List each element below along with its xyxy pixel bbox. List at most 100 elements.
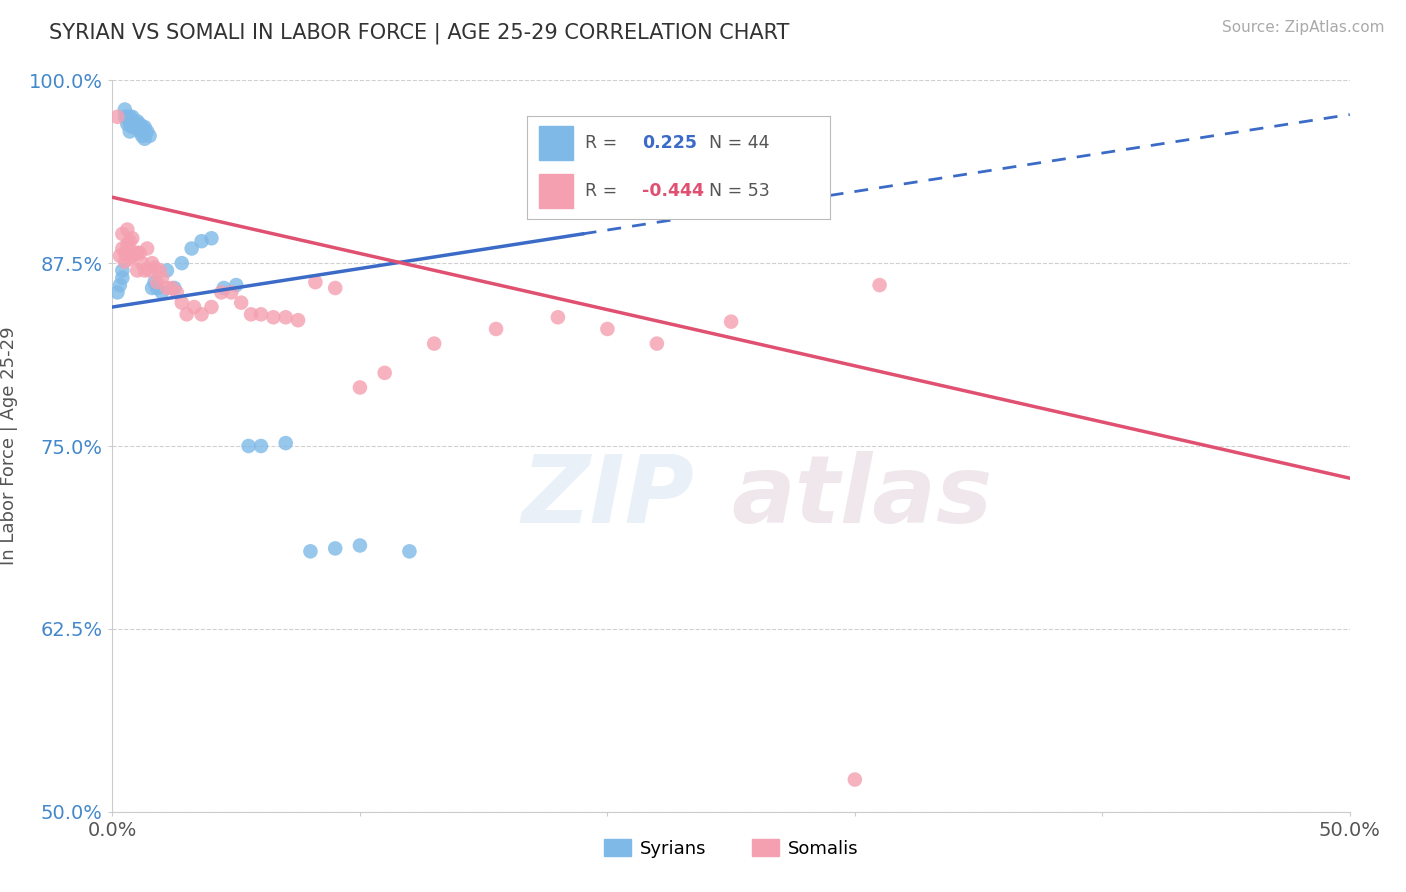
Point: [111, 242, 134, 256]
Point: [547, 310, 569, 325]
Point: [107, 285, 129, 300]
Point: [180, 242, 202, 256]
Text: atlas: atlas: [731, 451, 993, 543]
Point: [645, 336, 668, 351]
Point: [127, 246, 149, 260]
Point: [287, 313, 309, 327]
Point: [209, 285, 232, 300]
Text: ZIP: ZIP: [522, 451, 695, 543]
Point: [231, 295, 253, 310]
Point: [138, 128, 160, 143]
Point: [127, 263, 149, 277]
Point: [118, 117, 141, 131]
Point: [118, 110, 141, 124]
Point: [250, 439, 273, 453]
Point: [869, 278, 891, 293]
Point: [160, 281, 183, 295]
Point: [156, 263, 179, 277]
Text: N = 44: N = 44: [709, 134, 769, 152]
Point: [423, 336, 446, 351]
Y-axis label: In Labor Force | Age 25-29: In Labor Force | Age 25-29: [0, 326, 18, 566]
Point: [127, 120, 149, 134]
Point: [128, 117, 150, 131]
Point: [107, 110, 129, 124]
Point: [212, 281, 235, 295]
Text: SYRIAN VS SOMALI IN LABOR FORCE | AGE 25-29 CORRELATION CHART: SYRIAN VS SOMALI IN LABOR FORCE | AGE 25…: [49, 22, 790, 44]
Point: [323, 541, 346, 556]
Point: [111, 270, 134, 285]
Point: [299, 544, 322, 558]
Point: [134, 263, 156, 277]
Point: [274, 436, 297, 450]
Point: [114, 254, 136, 268]
Text: 0.225: 0.225: [643, 134, 697, 152]
Point: [274, 310, 297, 325]
Bar: [540, 175, 572, 208]
Point: [114, 103, 136, 117]
Bar: [540, 126, 572, 160]
Point: [143, 260, 166, 275]
Point: [131, 256, 153, 270]
Point: [117, 110, 139, 124]
Point: [262, 310, 284, 325]
Point: [127, 114, 149, 128]
Text: R =: R =: [585, 134, 617, 152]
Point: [398, 544, 420, 558]
Point: [134, 132, 156, 146]
Point: [118, 124, 141, 138]
Point: [118, 252, 141, 266]
Point: [374, 366, 396, 380]
Point: [190, 307, 212, 321]
Point: [176, 307, 198, 321]
Point: [225, 278, 247, 293]
Point: [170, 256, 193, 270]
Point: [141, 256, 163, 270]
Point: [150, 285, 173, 300]
Point: [183, 300, 205, 314]
Point: [111, 263, 134, 277]
Point: [148, 263, 170, 277]
Point: [146, 281, 169, 295]
Point: [121, 231, 143, 245]
Point: [136, 124, 159, 138]
Point: [117, 222, 139, 236]
Point: [720, 315, 742, 329]
Point: [121, 120, 143, 134]
Point: [141, 281, 163, 295]
Point: [238, 439, 260, 453]
Point: [170, 295, 193, 310]
Text: N = 53: N = 53: [709, 182, 769, 200]
Point: [121, 249, 143, 263]
Point: [323, 281, 346, 295]
Point: [124, 117, 146, 131]
Point: [150, 270, 173, 285]
Point: [108, 278, 131, 293]
Point: [190, 234, 212, 248]
Point: [131, 128, 153, 143]
Text: -0.444: -0.444: [643, 182, 704, 200]
Point: [219, 285, 242, 300]
Point: [124, 246, 146, 260]
Point: [240, 307, 263, 321]
Point: [131, 120, 153, 134]
Point: [143, 275, 166, 289]
Point: [128, 246, 150, 260]
Point: [156, 281, 179, 295]
Point: [200, 300, 222, 314]
Point: [596, 322, 619, 336]
Point: [114, 110, 136, 124]
Point: [163, 281, 186, 295]
Point: [114, 246, 136, 260]
Point: [117, 117, 139, 131]
Point: [117, 237, 139, 252]
Point: [136, 242, 159, 256]
Point: [304, 275, 326, 289]
Point: [166, 285, 188, 300]
Point: [111, 227, 134, 241]
Point: [128, 124, 150, 138]
Point: [108, 249, 131, 263]
Point: [844, 772, 866, 787]
Point: [138, 263, 160, 277]
Text: R =: R =: [585, 182, 617, 200]
Point: [200, 231, 222, 245]
